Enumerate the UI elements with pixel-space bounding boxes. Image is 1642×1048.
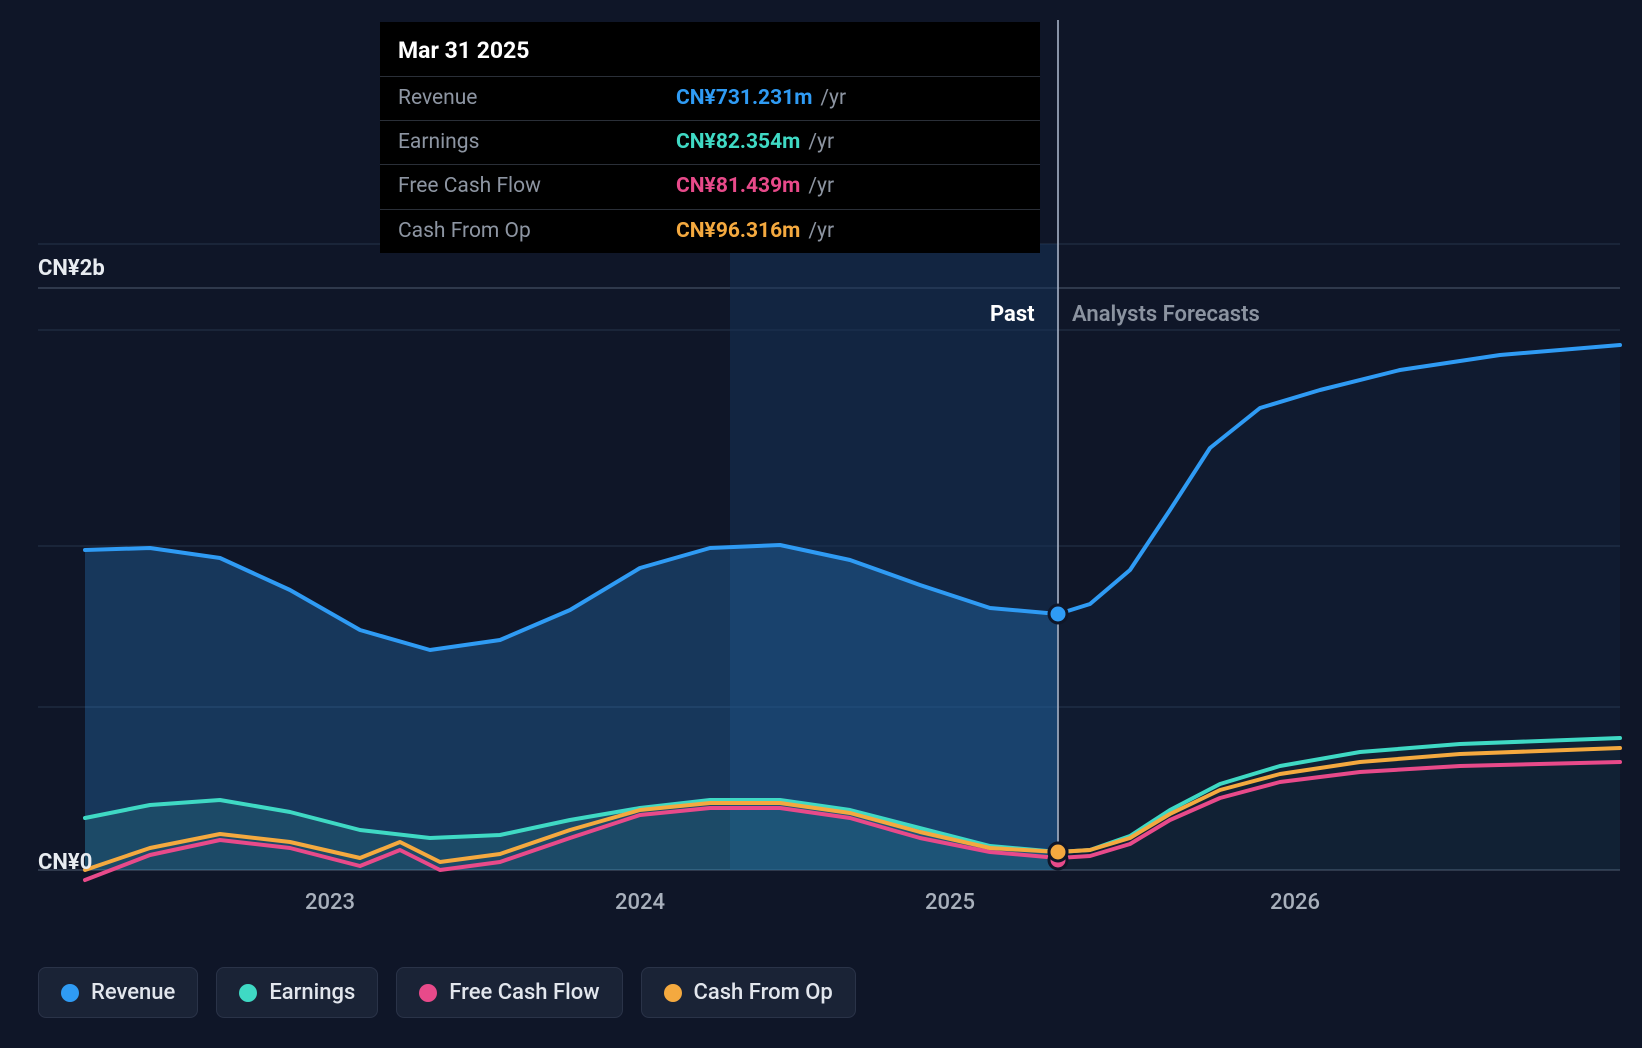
legend-swatch xyxy=(664,984,682,1002)
legend-label: Free Cash Flow xyxy=(449,980,599,1005)
tooltip-metric-unit: /yr xyxy=(808,129,834,156)
x-axis-tick: 2026 xyxy=(1270,890,1320,915)
tooltip-row: Earnings CN¥82.354m /yr xyxy=(380,120,1040,164)
section-label-past: Past xyxy=(990,302,1035,327)
x-axis-tick: 2023 xyxy=(305,890,355,915)
tooltip-metric-value: CN¥731.231m xyxy=(676,85,812,112)
legend-swatch xyxy=(239,984,257,1002)
hover-tooltip: Mar 31 2025 RevenueCN¥731.231m /yrEarnin… xyxy=(380,22,1040,253)
x-axis-tick: 2024 xyxy=(615,890,665,915)
y-axis-tick-2b: CN¥2b xyxy=(38,256,105,281)
tooltip-row: Revenue CN¥731.231m /yr xyxy=(380,76,1040,120)
tooltip-metric-unit: /yr xyxy=(820,85,846,112)
tooltip-metric-label: Revenue xyxy=(398,85,668,112)
legend-swatch xyxy=(419,984,437,1002)
legend-item-cash-from-op[interactable]: Cash From Op xyxy=(641,967,856,1018)
legend-label: Revenue xyxy=(91,980,175,1005)
legend-label: Earnings xyxy=(269,980,355,1005)
tooltip-metric-unit: /yr xyxy=(808,218,834,245)
tooltip-metric-value: CN¥96.316m xyxy=(676,218,800,245)
tooltip-metric-value: CN¥81.439m xyxy=(676,173,800,200)
tooltip-metric-label: Cash From Op xyxy=(398,218,668,245)
legend-swatch xyxy=(61,984,79,1002)
tooltip-metric-unit: /yr xyxy=(808,173,834,200)
x-axis-tick: 2025 xyxy=(925,890,975,915)
y-axis-tick-0: CN¥0 xyxy=(38,850,92,875)
legend-item-free-cash-flow[interactable]: Free Cash Flow xyxy=(396,967,622,1018)
tooltip-row: Free Cash Flow CN¥81.439m /yr xyxy=(380,164,1040,208)
section-label-forecast: Analysts Forecasts xyxy=(1072,302,1260,327)
financials-chart: CN¥2b CN¥0 2023 2024 2025 2026 Past Analyst… xyxy=(0,0,1642,1048)
chart-legend: Revenue Earnings Free Cash Flow Cash From O… xyxy=(38,967,856,1018)
legend-label: Cash From Op xyxy=(694,980,833,1005)
tooltip-row: Cash From Op CN¥96.316m /yr xyxy=(380,209,1040,253)
legend-item-revenue[interactable]: Revenue xyxy=(38,967,198,1018)
tooltip-metric-value: CN¥82.354m xyxy=(676,129,800,156)
legend-item-earnings[interactable]: Earnings xyxy=(216,967,378,1018)
tooltip-date: Mar 31 2025 xyxy=(380,22,1040,76)
tooltip-metric-label: Free Cash Flow xyxy=(398,173,668,200)
tooltip-metric-label: Earnings xyxy=(398,129,668,156)
